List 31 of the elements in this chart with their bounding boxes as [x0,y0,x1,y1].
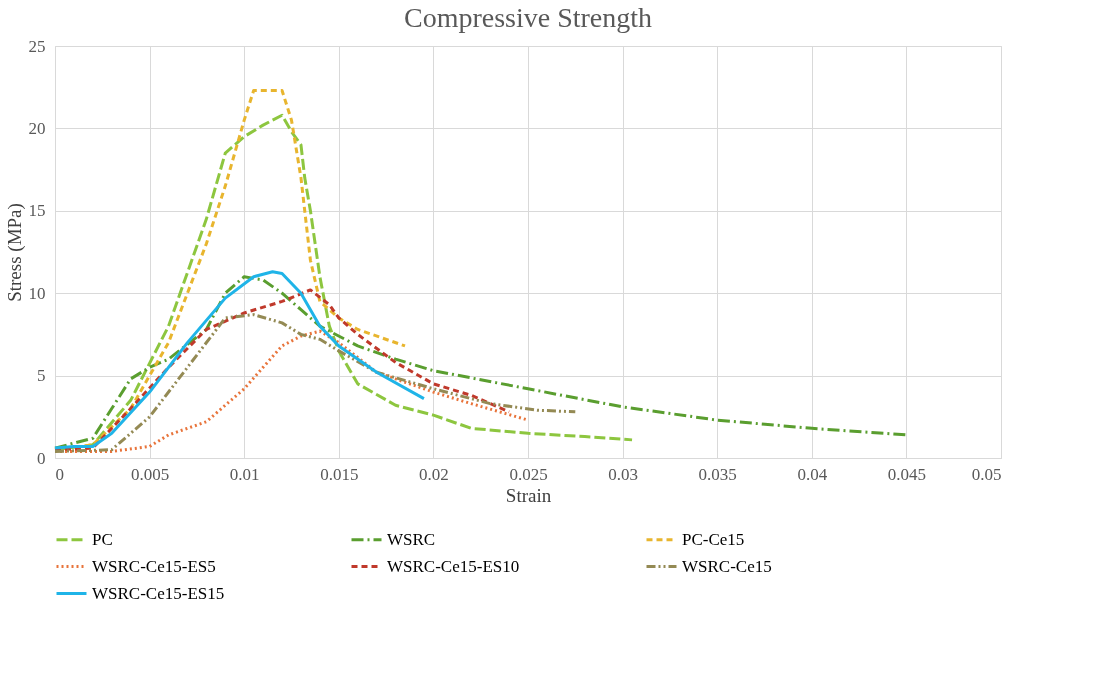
y-tick-label: 15 [28,201,46,221]
line-series [53,275,908,450]
x-tick-label: 0.04 [797,464,828,484]
x-axis-title: Strain [505,484,552,506]
y-tick-label: 25 [28,36,46,56]
legend-label: PC [92,529,113,549]
x-tick-label: 0.025 [509,464,548,484]
y-tick-label: 10 [28,283,46,303]
x-tick-label: 0.045 [887,464,927,484]
legend-label: WSRC-Ce15-ES15 [92,583,225,603]
x-tick-label: 0.01 [229,464,260,484]
line-series [53,313,577,453]
legend-label: WSRC-Ce15-ES10 [387,556,520,576]
legend-label: WSRC-Ce15-ES5 [92,556,216,576]
y-tick-label: 20 [28,118,46,138]
legend-label: PC-Ce15 [682,529,745,549]
y-tick-label: 0 [37,448,46,468]
y-tick-label: 5 [37,366,46,386]
legend-label: WSRC [387,529,436,549]
x-tick-label: 0.035 [698,464,737,484]
x-tick-label: 0.05 [971,464,1002,484]
x-tick-label: 0 [55,464,64,484]
x-tick-label: 0.015 [320,464,359,484]
x-tick-label: 0.03 [608,464,638,484]
x-tick-label: 0.02 [419,464,449,484]
x-tick-label: 0.005 [130,464,170,484]
chart-title: Compressive Strength [403,2,653,33]
line-series [53,270,426,450]
legend-label: WSRC-Ce15 [682,556,772,576]
line-series [53,288,511,452]
y-axis-title: Stress (MPa) [3,203,26,302]
